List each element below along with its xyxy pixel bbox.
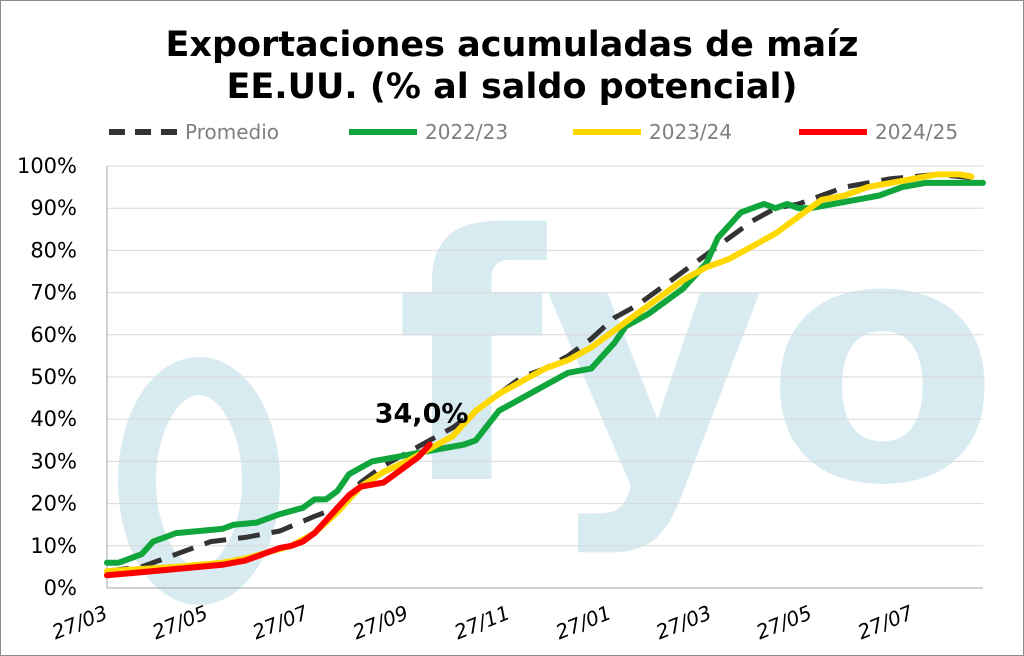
y-tick-label: 70% [30, 281, 77, 305]
chart-subtitle: EE.UU. (% al saldo potencial) [226, 67, 798, 107]
watermark-text: fyo [396, 164, 999, 560]
x-tick-label: 27/09 [349, 600, 411, 644]
legend-label: 2022/23 [425, 120, 508, 144]
y-tick-label: 40% [30, 407, 77, 431]
series-line-2022-23 [104, 179, 986, 566]
x-tick-label: 27/03 [652, 600, 714, 644]
chart-title: Exportaciones acumuladas de maíz [165, 25, 859, 65]
y-tick-label: 80% [30, 238, 77, 262]
x-tick-label: 27/05 [753, 600, 815, 644]
y-tick-label: 20% [30, 492, 77, 516]
legend-label: Promedio [185, 120, 279, 144]
y-tick-label: 30% [30, 449, 77, 473]
x-tick-label: 27/01 [552, 600, 614, 644]
x-tick-label: 27/03 [48, 600, 110, 644]
y-tick-label: 0% [44, 576, 77, 600]
y-tick-label: 50% [30, 365, 77, 389]
x-tick-label: 27/07 [854, 600, 917, 644]
watermark-ring [118, 357, 280, 605]
legend-label: 2023/24 [649, 120, 732, 144]
watermark-logo: fyo [118, 164, 999, 605]
series-line-2024-25 [104, 441, 433, 579]
x-tick-label: 27/05 [149, 600, 211, 644]
x-tick-label: 27/11 [451, 600, 513, 644]
y-tick-label: 90% [30, 196, 77, 220]
legend-label: 2024/25 [875, 120, 958, 144]
annotation-label: 34,0% [375, 399, 469, 430]
x-tick-label: 27/07 [249, 600, 312, 644]
y-tick-label: 100% [17, 154, 77, 178]
y-tick-label: 10% [30, 534, 77, 558]
series-line-promedio [106, 171, 984, 574]
y-tick-label: 60% [30, 323, 77, 347]
